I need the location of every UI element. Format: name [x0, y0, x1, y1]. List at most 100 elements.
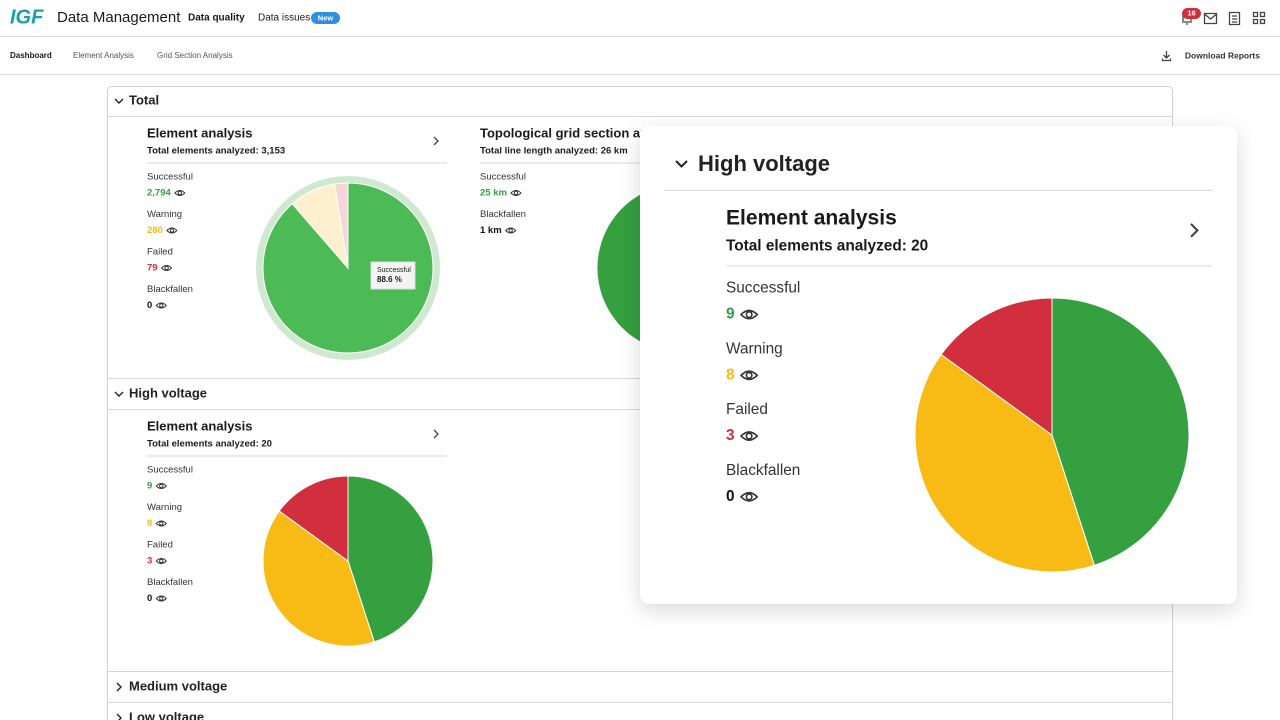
pie-slice[interactable]: [334, 182, 349, 269]
stat-label: Warning: [147, 209, 182, 220]
eye-pupil: [159, 483, 164, 489]
stat-label: Failed: [147, 540, 173, 551]
chevron[interactable]: [433, 429, 439, 439]
tooltip-title: Successful: [377, 267, 411, 274]
stat-label: Blackfallen: [726, 462, 800, 479]
eye-icon[interactable]: [155, 558, 168, 564]
stat-value: 0: [147, 300, 152, 311]
eye-icon[interactable]: [155, 520, 168, 527]
eye-icon[interactable]: [160, 265, 173, 271]
pie-slice[interactable]: [1051, 297, 1190, 566]
badge: [1182, 8, 1201, 19]
eye-icon[interactable]: [166, 227, 178, 234]
tooltip-value: 88.6 %: [377, 275, 402, 284]
stat-value: 0: [726, 488, 735, 505]
apps-icon[interactable]: [1252, 11, 1266, 25]
stat-value: 25 km: [480, 188, 507, 199]
stat-value: 79: [147, 263, 158, 274]
stat-label: Warning: [147, 502, 182, 513]
stat-value: 3: [147, 556, 152, 567]
chevron[interactable]: [114, 98, 124, 104]
eye-icon[interactable]: [155, 483, 168, 489]
app-title: Data Management: [57, 9, 181, 26]
popup: High voltage Element analysis Total eleme…: [640, 126, 1237, 604]
eye-pupil: [745, 371, 753, 379]
card-summary: Total elements analyzed: 20: [147, 439, 272, 450]
stat-value: 8: [147, 518, 152, 529]
eye-pupil: [159, 303, 164, 308]
stat-label: Successful: [147, 465, 193, 476]
card-summary: Total line length analyzed: 26 km: [480, 146, 628, 157]
stat-value: 0: [147, 593, 152, 604]
card-title: Element analysis: [147, 418, 253, 433]
doc-icon[interactable]: [1228, 11, 1241, 26]
card-summary: Total elements analyzed: 3,153: [147, 146, 285, 157]
chevron[interactable]: [675, 160, 688, 168]
card-title: Element analysis: [726, 207, 897, 230]
eye-pupil: [745, 311, 753, 319]
eye-pupil: [159, 558, 164, 564]
pie-slice[interactable]: [262, 510, 375, 647]
eye-pupil: [169, 228, 175, 233]
nav-link[interactable]: Data issues: [258, 13, 310, 24]
section-title[interactable]: High voltage: [129, 385, 207, 400]
badge-text: New: [318, 13, 334, 22]
chevron[interactable]: [433, 136, 439, 146]
section-title[interactable]: Low voltage: [129, 709, 204, 720]
card-title: Element analysis: [147, 125, 253, 140]
stat-value: 1 km: [480, 225, 502, 236]
stat-label: Failed: [147, 247, 173, 258]
tab[interactable]: Dashboard: [10, 51, 52, 60]
eye-pupil: [513, 190, 519, 196]
stat-value: 280: [147, 225, 163, 236]
eye-icon[interactable]: [739, 491, 759, 502]
download-link[interactable]: Download Reports: [1185, 50, 1260, 60]
chevron[interactable]: [114, 391, 124, 397]
stat-label: Failed: [726, 401, 768, 418]
popup-title: High voltage: [698, 151, 830, 176]
eye-pupil: [164, 265, 169, 271]
section-title[interactable]: Medium voltage: [129, 678, 227, 693]
eye-icon[interactable]: [155, 595, 168, 602]
tab[interactable]: Grid Section Analysis: [157, 51, 233, 60]
tooltip: [370, 261, 416, 290]
eye-pupil: [177, 190, 182, 196]
stat-value: 8: [726, 366, 735, 383]
stat-label: Blackfallen: [147, 577, 193, 588]
stat-label: Warning: [726, 340, 783, 357]
eye-pupil: [159, 521, 164, 526]
section-title[interactable]: Total: [129, 92, 159, 107]
badge: [311, 12, 340, 24]
stat-label: Blackfallen: [147, 284, 193, 295]
logo[interactable]: IGF: [10, 6, 44, 28]
chevron[interactable]: [116, 713, 122, 720]
stat-label: Successful: [480, 172, 526, 183]
stat-label: Blackfallen: [480, 209, 526, 220]
tab[interactable]: Element Analysis: [73, 51, 134, 60]
eye-pupil: [745, 493, 753, 501]
pie-slice[interactable]: [914, 353, 1095, 573]
pie-slice[interactable]: [940, 297, 1053, 436]
eye-icon[interactable]: [504, 227, 517, 234]
download-icon[interactable]: [1161, 51, 1172, 62]
eye-icon[interactable]: [739, 431, 759, 441]
chevron[interactable]: [116, 682, 122, 692]
card-summary: Total elements analyzed: 20: [726, 238, 928, 255]
eye-pupil: [159, 596, 164, 601]
mail-icon[interactable]: [1203, 12, 1218, 25]
eye-icon[interactable]: [510, 190, 522, 196]
eye-icon[interactable]: [739, 370, 759, 381]
pie-slice[interactable]: [278, 475, 349, 562]
chevron[interactable]: [1190, 223, 1199, 238]
eye-icon[interactable]: [739, 309, 759, 320]
pie-slice[interactable]: [347, 475, 434, 643]
stat-label: Successful: [726, 280, 800, 297]
stat-label: Successful: [147, 172, 193, 183]
nav-link[interactable]: Data quality: [188, 13, 245, 24]
eye-pupil: [508, 228, 513, 233]
eye-pupil: [745, 432, 753, 440]
eye-icon[interactable]: [155, 302, 168, 309]
eye-icon[interactable]: [174, 190, 186, 196]
